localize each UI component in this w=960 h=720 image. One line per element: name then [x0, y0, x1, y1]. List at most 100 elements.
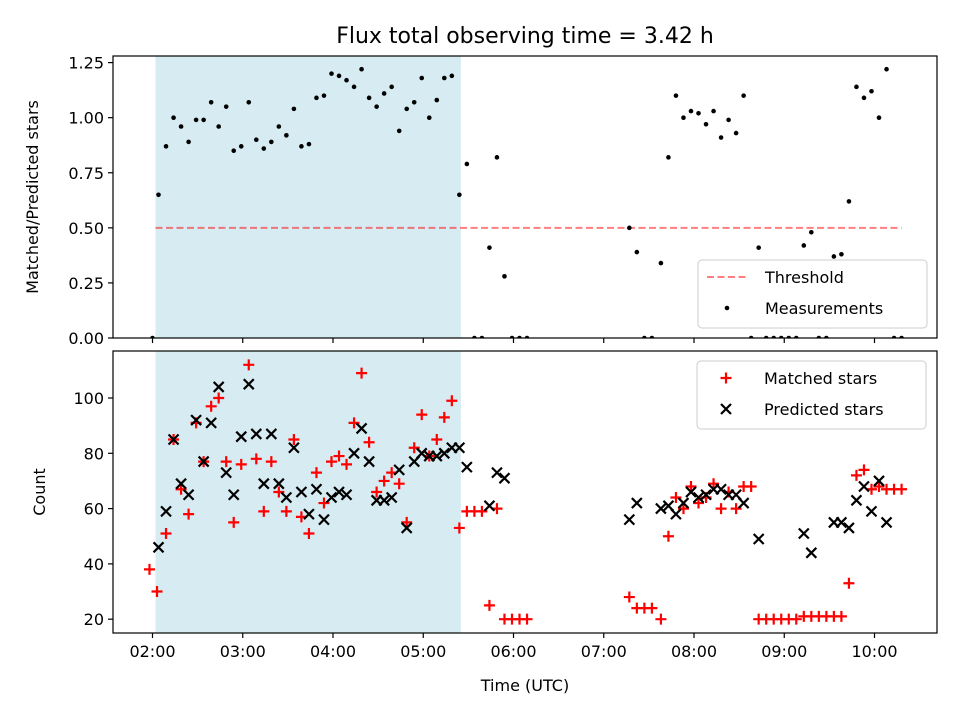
matched-star-point [431, 433, 443, 445]
matched-star-point [250, 453, 262, 465]
matched-star-point [401, 516, 413, 528]
measurement-point [703, 121, 709, 127]
predicted-star-point [843, 522, 855, 534]
x-tick-label: 05:00 [400, 642, 446, 661]
matched-star-point [318, 497, 330, 509]
measurement-point [329, 71, 334, 76]
predicted-star-point [491, 466, 503, 479]
bottom-plot-frame [112, 350, 938, 634]
matched-star-point [288, 433, 300, 445]
predicted-star-point [453, 441, 466, 454]
matched-star-point [730, 503, 742, 515]
matched-star-point [745, 480, 757, 492]
measurement-point [634, 249, 640, 255]
measurement-point [186, 139, 191, 145]
measurement-point [426, 115, 432, 120]
matched-star-point [325, 456, 337, 468]
matched-star-point [363, 436, 375, 448]
measurement-point [673, 93, 679, 98]
matched-star-point [670, 492, 682, 504]
predicted-star-point [850, 494, 863, 507]
shaded-span [155, 56, 461, 338]
predicted-star-point [220, 466, 232, 479]
measurement-point [208, 99, 214, 105]
measurement-point [171, 115, 176, 120]
y-tick-label: 40 [84, 555, 104, 574]
predicted-star-point [737, 497, 750, 509]
predicted-star-point [685, 486, 697, 498]
measurement-point [253, 137, 259, 143]
measurement-point [246, 99, 252, 105]
matched-star-point [873, 480, 885, 492]
predicted-star-point [318, 513, 330, 526]
legend-box [697, 259, 928, 329]
measurement-point [321, 93, 327, 98]
matched-star-point [850, 469, 862, 481]
predicted-star-point [431, 450, 443, 462]
x-tick-label: 07:00 [581, 642, 627, 661]
matched-star-point [843, 577, 855, 589]
chart-title: Flux total observing time = 3.42 h [336, 24, 714, 49]
matched-star-point [476, 505, 488, 517]
matched-star-point [348, 417, 360, 429]
predicted-star-point [805, 547, 818, 559]
bottom-plot-marks [143, 359, 908, 625]
legend-label: Measurements [765, 299, 883, 318]
measurement-point [284, 133, 289, 138]
x-axis-label: Time (UTC) [480, 676, 569, 695]
y-tick-label: 0.00 [68, 329, 104, 348]
predicted-star-point [295, 486, 308, 498]
matched-star-point [175, 483, 187, 495]
legend-matched-swatch [720, 372, 732, 384]
measurement-point [457, 192, 462, 198]
measurement-point [201, 117, 206, 123]
predicted-star-point [677, 497, 690, 509]
x-tick-label: 04:00 [310, 642, 356, 661]
measurement-point [876, 115, 882, 120]
measurement-point [627, 225, 632, 231]
measurement-point [231, 148, 237, 154]
x-tick-label: 02:00 [129, 642, 175, 661]
y-axis-label: Count [30, 468, 49, 516]
matched-star-point [220, 456, 232, 468]
measurement-point [696, 110, 701, 116]
matched-star-point [416, 409, 428, 421]
legend-box [696, 360, 927, 430]
measurement-point [404, 106, 410, 112]
measurement-point [314, 95, 319, 101]
measurement-point [839, 251, 844, 257]
measurement-point [449, 73, 455, 79]
matched-star-point [213, 392, 225, 404]
top-plot-frame [112, 55, 938, 339]
matched-star-point [378, 475, 390, 487]
measurement-point [434, 97, 440, 103]
bottom-legend: Matched stars Predicted stars [696, 360, 927, 430]
predicted-star-point [438, 447, 451, 460]
matched-star-point [160, 527, 172, 539]
predicted-star-point [325, 491, 338, 504]
measurement-point [223, 104, 229, 109]
y-tick-label: 100 [73, 389, 104, 408]
matched-star-point [235, 458, 247, 470]
measurement-point [681, 115, 686, 120]
matched-star-point [228, 516, 240, 528]
predicted-star-point [175, 477, 187, 490]
predicted-star-point [498, 472, 511, 484]
predicted-star-point [333, 486, 345, 498]
predicted-star-point [258, 477, 270, 490]
predicted-star-point [798, 527, 810, 540]
predicted-star-point [340, 488, 353, 501]
predicted-star-point [205, 417, 217, 429]
measurement-point [359, 66, 364, 72]
predicted-star-point [631, 497, 643, 509]
matched-star-point [273, 486, 285, 498]
y-tick-label: 60 [84, 500, 104, 519]
y-tick-label: 80 [84, 444, 104, 463]
measurement-point [276, 124, 282, 129]
measurement-point [291, 106, 297, 112]
matched-star-point [280, 505, 292, 517]
measurement-point [336, 73, 342, 79]
measurement-point [502, 274, 507, 279]
measurement-point [846, 199, 852, 204]
